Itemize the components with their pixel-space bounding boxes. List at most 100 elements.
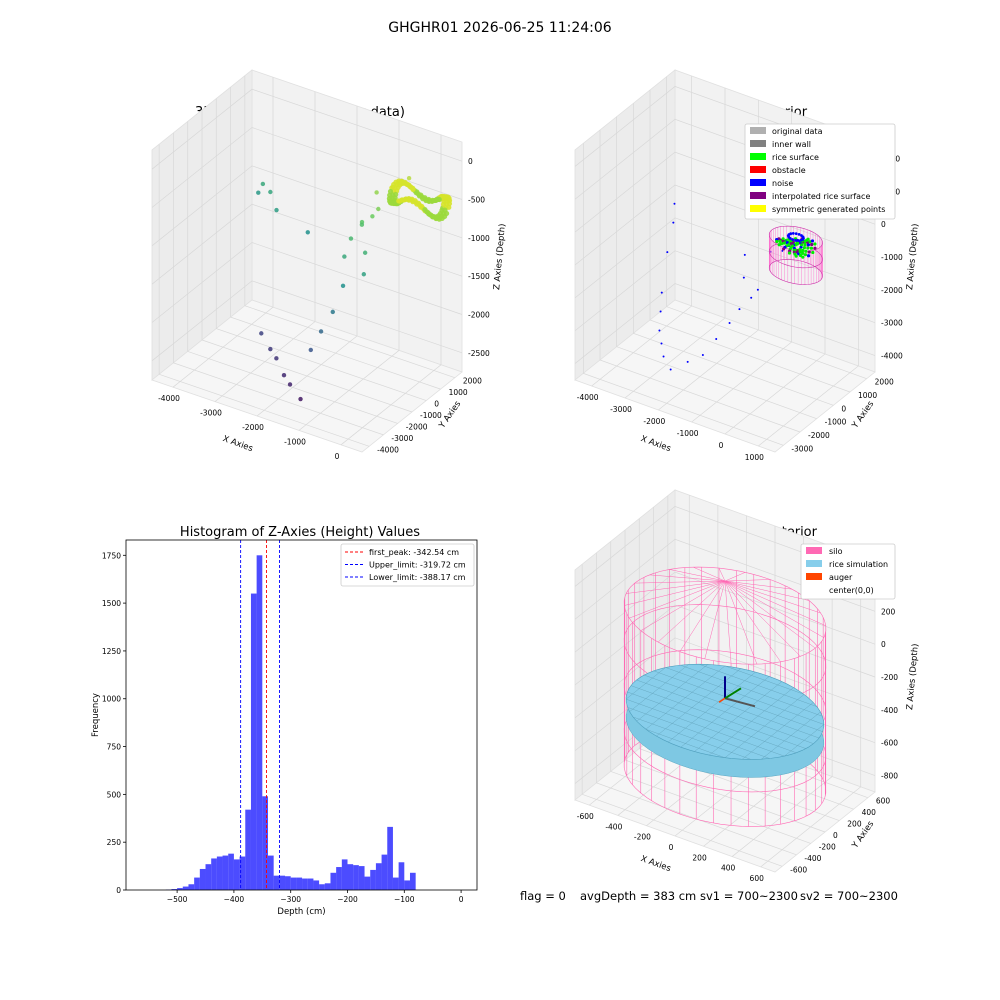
- p1-data-point: [274, 356, 279, 361]
- histogram-xtick-label: −500: [167, 895, 188, 904]
- p2-surface-point: [777, 243, 781, 247]
- simulation-legend-label: silo: [829, 547, 843, 556]
- silo-roof-line: [724, 580, 826, 626]
- rice-mesh-line: [784, 724, 825, 757]
- p4-xtick-label: 600: [750, 874, 765, 883]
- simulation-legend-swatch: [806, 560, 822, 567]
- p2-surface-point: [810, 239, 815, 243]
- panel-simulation-3d: 3D simulation of Silo Interior -600-400-…: [574, 489, 921, 883]
- p2-noise-point: [797, 233, 801, 236]
- rice-mesh-line: [694, 681, 783, 752]
- histogram-bar: [307, 878, 314, 890]
- p1-data-point: [359, 222, 365, 227]
- simulation-legend-swatch: [806, 573, 822, 580]
- p2-ytick-label: 0: [841, 404, 846, 413]
- p1-grid-y: [173, 132, 384, 436]
- p1-data-point: [406, 176, 412, 181]
- p2-noise-point: [658, 329, 661, 332]
- p2-xlabel: X Axies: [639, 434, 672, 454]
- histogram-bar: [256, 555, 263, 890]
- p2-surface-point: [802, 246, 806, 250]
- p1-xtick-label: 0: [335, 452, 340, 461]
- p2-noise-point: [728, 322, 731, 325]
- p1-ztick-label: 0: [468, 157, 473, 166]
- silo-roof-line: [626, 580, 726, 594]
- p2-xtick-label: -4000: [577, 393, 599, 402]
- silo-roof-line: [724, 580, 821, 614]
- histogram-plot-area: −500 −400 −300 −200 −100 0 0 250 500 750 1000 1250 1…: [91, 539, 478, 917]
- histogram-bar: [290, 877, 297, 890]
- histogram-bar: [319, 884, 325, 890]
- p2-surface-point: [798, 247, 802, 252]
- p2-legend-swatch: [750, 166, 766, 173]
- histogram-bar: [216, 856, 223, 890]
- histogram-bar: [279, 875, 286, 890]
- simulation-legend-swatch: [806, 586, 822, 593]
- status-sv2: sv2 = 700~2300: [800, 889, 898, 903]
- p4-grid-x: [760, 556, 862, 868]
- p1-data-point: [374, 190, 379, 195]
- p2-grid-y: [632, 103, 834, 406]
- p1-data-point: [259, 331, 264, 336]
- p1-data-point: [268, 189, 273, 195]
- figure-suptitle: GHGHR01 2026-06-25 11:24:06: [388, 20, 612, 36]
- p4-ztick-label: 0: [881, 640, 886, 649]
- p2-noise-point: [756, 288, 759, 291]
- rice-mesh-line: [709, 687, 794, 756]
- p2-noise-point: [800, 234, 803, 237]
- p2-surface-point: [813, 246, 817, 250]
- p1-data-point: [305, 230, 310, 235]
- p1-grid-z: [151, 165, 463, 247]
- p1-data-point: [376, 206, 381, 212]
- silo-roof-line: [724, 579, 771, 582]
- p2-legend-label: interpolated rice surface: [772, 192, 870, 201]
- p1-data-point: [340, 283, 346, 288]
- p2-ytick-label: -3000: [791, 444, 813, 453]
- p2-noise-point: [669, 368, 672, 371]
- p2-surface-point: [775, 239, 779, 244]
- p1-grid-z: [151, 203, 463, 285]
- histogram-bar: [381, 854, 388, 890]
- p1-data-point: [298, 396, 303, 402]
- histogram-bar: [358, 866, 365, 890]
- histogram-bar: [233, 859, 240, 890]
- p2-noise-point: [715, 338, 718, 341]
- histogram-bar: [228, 853, 234, 890]
- p2-surface-point: [808, 240, 812, 244]
- p2-legend-swatch: [750, 140, 766, 147]
- p4-xlabel: X Axies: [639, 854, 672, 874]
- p1-ytick-label: -1000: [420, 411, 442, 420]
- p1-data-point: [287, 382, 293, 387]
- p2-noise-point: [659, 310, 662, 313]
- histogram-xtick-label: −300: [280, 895, 301, 904]
- p1-ztick-label: -1000: [468, 234, 490, 243]
- p2-surface-point: [780, 242, 784, 246]
- p1-ytick-label: -4000: [377, 445, 399, 454]
- p2-noise-point: [781, 249, 784, 252]
- p1-xlabel: X Axies: [221, 434, 254, 454]
- histogram-ytick-label: 250: [107, 838, 122, 847]
- p1-grid-x: [256, 106, 358, 417]
- p2-surface-point: [794, 254, 798, 258]
- silo-roof-line: [724, 581, 732, 664]
- p2-ztick-label: -1000: [881, 253, 903, 262]
- panel-raw-points: [256, 176, 453, 402]
- p1-ytick-label: -2000: [406, 422, 428, 431]
- p2-grid-z: [574, 283, 876, 364]
- p2-grid-z: [574, 184, 876, 266]
- p1-xtick-label: -1000: [284, 437, 306, 446]
- p2-noise-point: [794, 238, 797, 242]
- histogram-bar: [250, 593, 257, 890]
- silo-roof-line: [640, 580, 726, 631]
- histogram-bar: [336, 867, 342, 890]
- p2-noise-point: [686, 360, 689, 363]
- p1-ytick-label: 2000: [463, 377, 482, 386]
- rice-mesh-line: [698, 664, 817, 707]
- p1-ztick-label: -1500: [468, 272, 490, 281]
- p2-noise-point: [738, 308, 741, 311]
- p2-xtick-label: 1000: [745, 453, 764, 462]
- panel-classify-points: [658, 202, 823, 371]
- p2-ztick-label: -3000: [881, 319, 903, 328]
- silo-roof-line: [692, 566, 726, 582]
- p2-grid-y: [616, 116, 817, 419]
